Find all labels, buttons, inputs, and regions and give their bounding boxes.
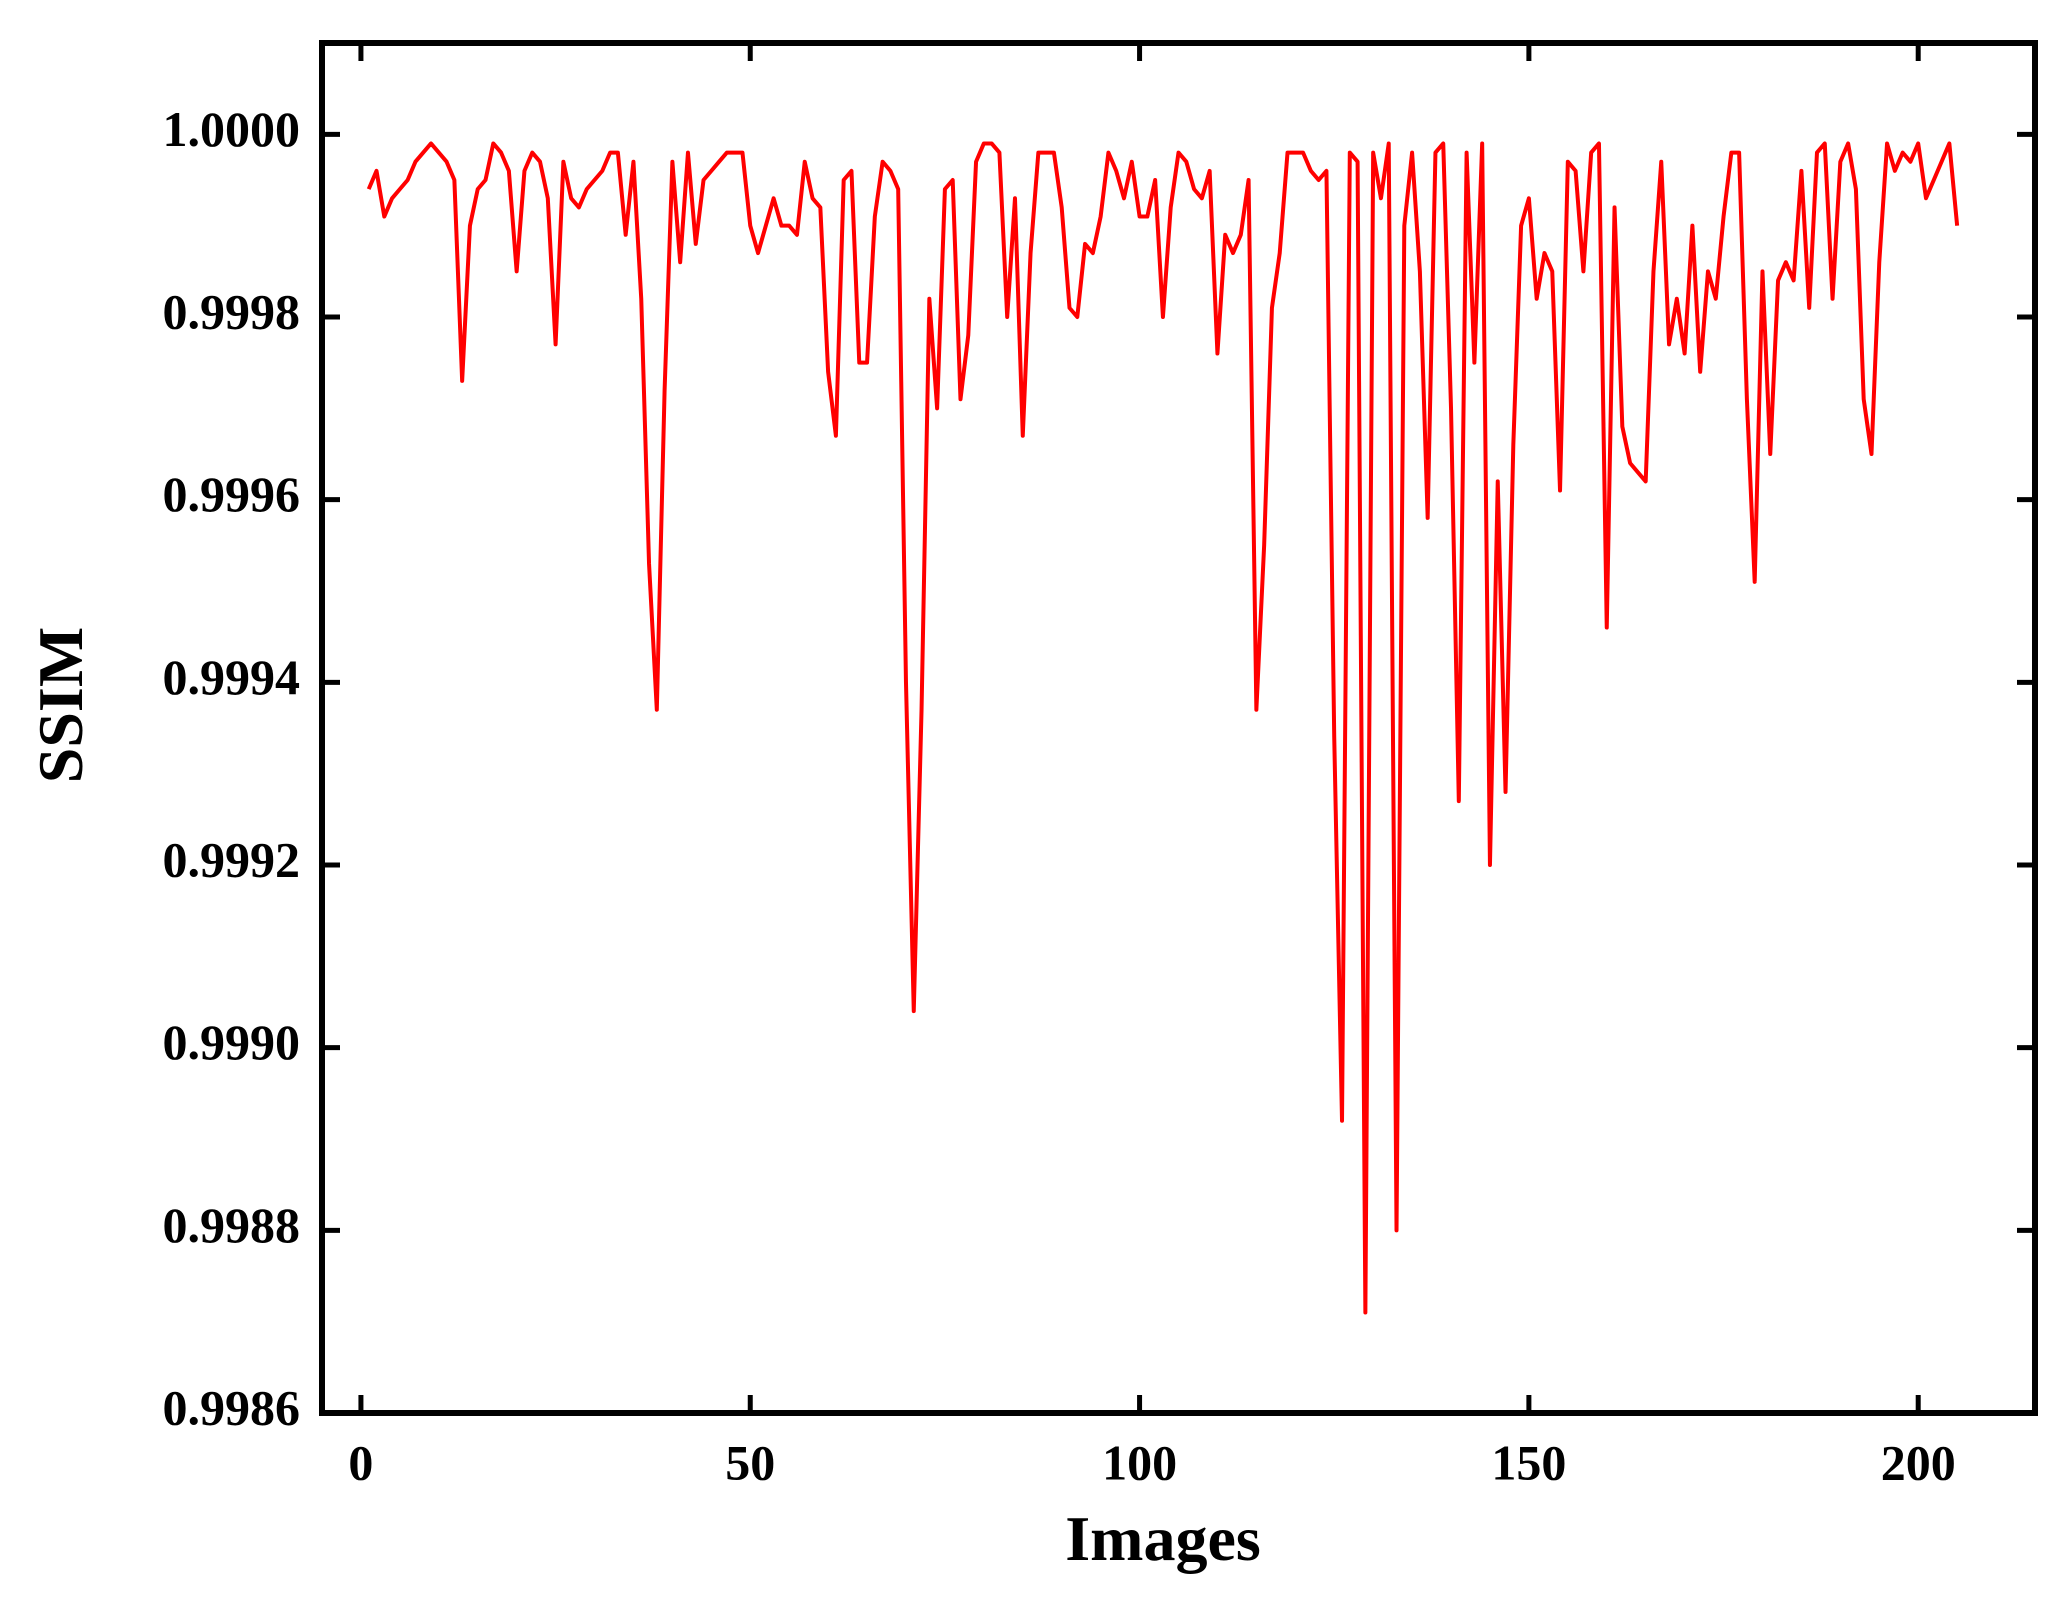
x-axis-title: Images [1065, 1503, 1261, 1574]
y-tick-label: 0.9988 [163, 1197, 301, 1253]
y-tick-label: 0.9998 [163, 283, 301, 339]
plot-frame [319, 40, 2038, 1416]
y-axis-title: SSIM [25, 627, 96, 784]
x-tick-label: 50 [725, 1434, 775, 1490]
y-tick-label: 0.9986 [163, 1379, 301, 1435]
y-tick-label: 1.0000 [163, 101, 301, 157]
x-tick-label: 200 [1881, 1434, 1956, 1490]
y-tick-label: 0.9994 [163, 649, 301, 705]
y-tick-label: 0.9992 [163, 831, 301, 887]
y-tick-label: 0.9996 [163, 466, 301, 522]
x-tick-label: 100 [1102, 1434, 1177, 1490]
y-tick-label: 0.9990 [163, 1014, 301, 1070]
x-tick-label: 0 [348, 1434, 373, 1490]
x-tick-label: 150 [1491, 1434, 1566, 1490]
data-line [366, 141, 1960, 1315]
